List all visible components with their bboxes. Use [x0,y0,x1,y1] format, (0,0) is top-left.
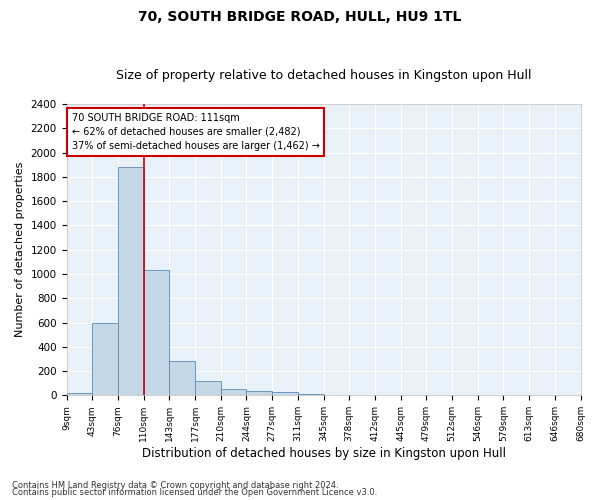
X-axis label: Distribution of detached houses by size in Kingston upon Hull: Distribution of detached houses by size … [142,447,506,460]
Text: Contains HM Land Registry data © Crown copyright and database right 2024.: Contains HM Land Registry data © Crown c… [12,480,338,490]
Bar [92,322,118,396]
Text: Contains public sector information licensed under the Open Government Licence v3: Contains public sector information licen… [12,488,377,497]
Bar [298,394,323,396]
Bar [143,270,169,396]
Text: 70 SOUTH BRIDGE ROAD: 111sqm
← 62% of detached houses are smaller (2,482)
37% of: 70 SOUTH BRIDGE ROAD: 111sqm ← 62% of de… [71,112,320,150]
Bar [247,390,272,396]
Bar [169,360,195,396]
Bar [118,167,143,396]
Text: 70, SOUTH BRIDGE ROAD, HULL, HU9 1TL: 70, SOUTH BRIDGE ROAD, HULL, HU9 1TL [139,10,461,24]
Bar [67,393,92,396]
Title: Size of property relative to detached houses in Kingston upon Hull: Size of property relative to detached ho… [116,69,531,82]
Bar [272,392,298,396]
Bar [195,382,221,396]
Bar [221,390,247,396]
Y-axis label: Number of detached properties: Number of detached properties [15,162,25,338]
